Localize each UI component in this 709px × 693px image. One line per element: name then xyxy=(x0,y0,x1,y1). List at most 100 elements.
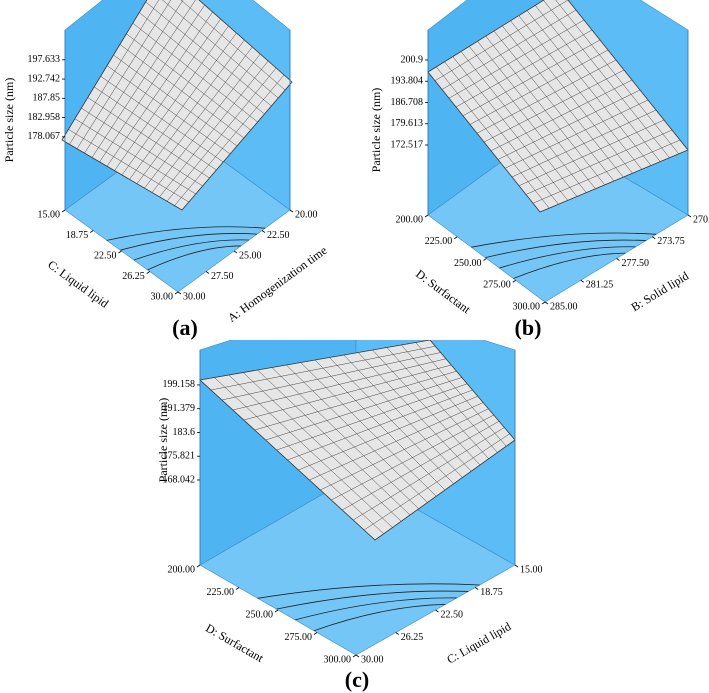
z-tick-label: 186.708 xyxy=(391,97,424,108)
x-tick xyxy=(205,271,210,274)
x-tick-label: 22.50 xyxy=(267,230,290,241)
x-tick-label: 30.00 xyxy=(183,291,206,302)
axis-title: D: Surfactant xyxy=(413,267,473,317)
x-tick-label: 300.00 xyxy=(324,654,352,665)
x-tick-label: 27.50 xyxy=(211,271,234,282)
mesh-line xyxy=(329,357,454,484)
x-tick-label: 20.00 xyxy=(295,209,318,220)
contour-line xyxy=(257,583,480,599)
response-surface xyxy=(61,0,293,211)
x-tick xyxy=(177,291,182,295)
x-tick-label: 275.00 xyxy=(483,280,511,291)
x-tick-label: 273.75 xyxy=(657,236,685,247)
mesh-line xyxy=(363,433,510,531)
mesh-line xyxy=(518,15,642,170)
mesh-line xyxy=(343,354,463,478)
x-tick xyxy=(61,209,66,213)
x-tick-label: 15.00 xyxy=(38,209,61,220)
mesh-line xyxy=(401,344,498,453)
mesh-line xyxy=(352,427,505,521)
x-tick xyxy=(395,632,399,635)
mesh-line xyxy=(535,5,661,162)
x-tick-label: 26.25 xyxy=(122,271,145,282)
z-tick-label: 200.9 xyxy=(401,54,424,65)
mesh-line xyxy=(357,352,472,472)
x-tick xyxy=(514,564,519,568)
x-tick-label: 25.00 xyxy=(239,250,262,261)
panel-label: (a) xyxy=(172,315,198,340)
z-tick-label: 178.067 xyxy=(28,131,61,142)
mesh-line xyxy=(372,349,481,466)
z-tick-label: 192.742 xyxy=(28,73,61,84)
mesh-line xyxy=(121,25,229,176)
mesh-line xyxy=(287,389,473,461)
mesh-line xyxy=(490,79,633,151)
mesh-line xyxy=(526,10,652,166)
mesh-line xyxy=(132,22,258,123)
x-tick xyxy=(261,230,266,233)
mesh-line xyxy=(525,129,673,195)
x-tick xyxy=(289,209,294,213)
x-tick-label: 270.00 xyxy=(693,214,709,225)
panel-label: (c) xyxy=(345,667,369,692)
z-tick-label: 182.958 xyxy=(28,112,61,123)
x-tick-label: 26.25 xyxy=(401,632,424,643)
x-tick xyxy=(544,301,549,305)
mesh-line xyxy=(483,69,625,143)
mesh-line xyxy=(136,39,245,184)
x-tick xyxy=(235,587,240,590)
mesh-line xyxy=(331,414,494,501)
mesh-line xyxy=(386,347,489,459)
x-tick xyxy=(454,236,458,240)
mesh-line xyxy=(502,25,624,178)
x-tick xyxy=(483,258,487,261)
mesh-line xyxy=(543,0,670,158)
mesh-line xyxy=(511,109,657,178)
x-tick xyxy=(146,271,150,274)
panel xyxy=(61,0,293,293)
z-tick-label: 168.042 xyxy=(163,474,196,485)
mesh-line xyxy=(180,0,286,91)
contour-line xyxy=(276,590,469,610)
mesh-line xyxy=(555,0,679,155)
x-tick-label: 30.00 xyxy=(151,291,174,302)
contour-line xyxy=(471,232,657,248)
mesh-line xyxy=(174,74,285,206)
mesh-line xyxy=(145,1,272,107)
z-axis-title: Particle size (nm) xyxy=(2,78,16,163)
x-tick xyxy=(355,654,360,658)
z-tick-label: 197.633 xyxy=(28,54,61,65)
x-tick-label: 281.25 xyxy=(586,280,614,291)
mesh-line xyxy=(320,408,489,491)
x-tick xyxy=(652,236,656,240)
mesh-line xyxy=(129,32,237,180)
mesh-line xyxy=(309,402,484,481)
contour-line xyxy=(147,245,241,271)
mesh-line xyxy=(532,139,681,204)
x-tick xyxy=(616,258,620,261)
x-tick-label: 15.00 xyxy=(520,564,543,575)
contour-line xyxy=(485,239,646,259)
mesh-line xyxy=(342,421,500,511)
contour-line xyxy=(120,233,258,251)
x-tick-label: 200.00 xyxy=(396,214,424,225)
x-tick xyxy=(580,279,584,283)
panel xyxy=(199,340,516,656)
x-tick xyxy=(174,291,179,295)
mesh-line xyxy=(126,33,251,131)
z-axis-title: Particle size (nm) xyxy=(156,398,170,483)
z-tick-label: 187.85 xyxy=(33,93,61,104)
mesh-line xyxy=(497,89,641,160)
z-tick-label: 183.6 xyxy=(173,427,196,438)
z-tick-label: 199.158 xyxy=(163,379,196,390)
x-tick xyxy=(435,609,439,613)
axis-title: C: Liquid lipid xyxy=(444,619,513,666)
contour-line xyxy=(133,239,250,261)
z-tick-label: 193.804 xyxy=(391,76,424,87)
axis-title: B: Solid lipid xyxy=(629,269,692,315)
mesh-line xyxy=(510,20,633,174)
mesh-line xyxy=(415,342,507,447)
x-tick xyxy=(233,250,238,254)
mesh-line xyxy=(144,46,253,189)
